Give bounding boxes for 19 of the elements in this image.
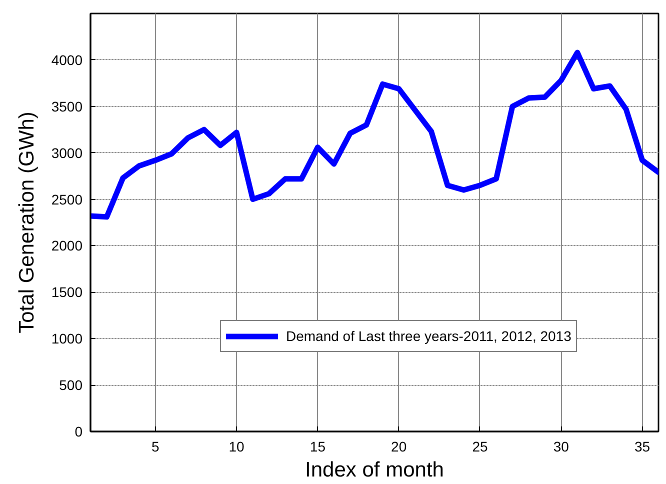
y-tick-label: 3500 <box>51 98 83 114</box>
x-tick-label: 25 <box>472 438 488 454</box>
y-tick-label: 500 <box>59 377 83 394</box>
x-tick-label: 30 <box>553 438 570 454</box>
x-tick-label: 10 <box>228 438 245 454</box>
y-tick-label: 1500 <box>51 284 83 300</box>
y-tick-label: 0 <box>74 424 83 440</box>
x-tick-label: 35 <box>634 438 650 454</box>
y-tick-label: 2000 <box>51 238 83 254</box>
y-tick-label: 3000 <box>51 144 83 161</box>
x-axis-title: Index of month <box>305 458 444 482</box>
legend-label: Demand of Last three years-2011, 2012, 2013 <box>286 328 572 344</box>
x-tick-label: 20 <box>391 438 407 454</box>
y-axis-title: Total Generation (GWh) <box>15 112 38 334</box>
x-tick-label: 15 <box>310 438 326 454</box>
y-tick-label: 1000 <box>51 330 83 347</box>
x-tick-label: 5 <box>152 438 160 454</box>
y-tick-label: 4000 <box>51 52 83 68</box>
y-tick-label: 2500 <box>51 191 83 208</box>
